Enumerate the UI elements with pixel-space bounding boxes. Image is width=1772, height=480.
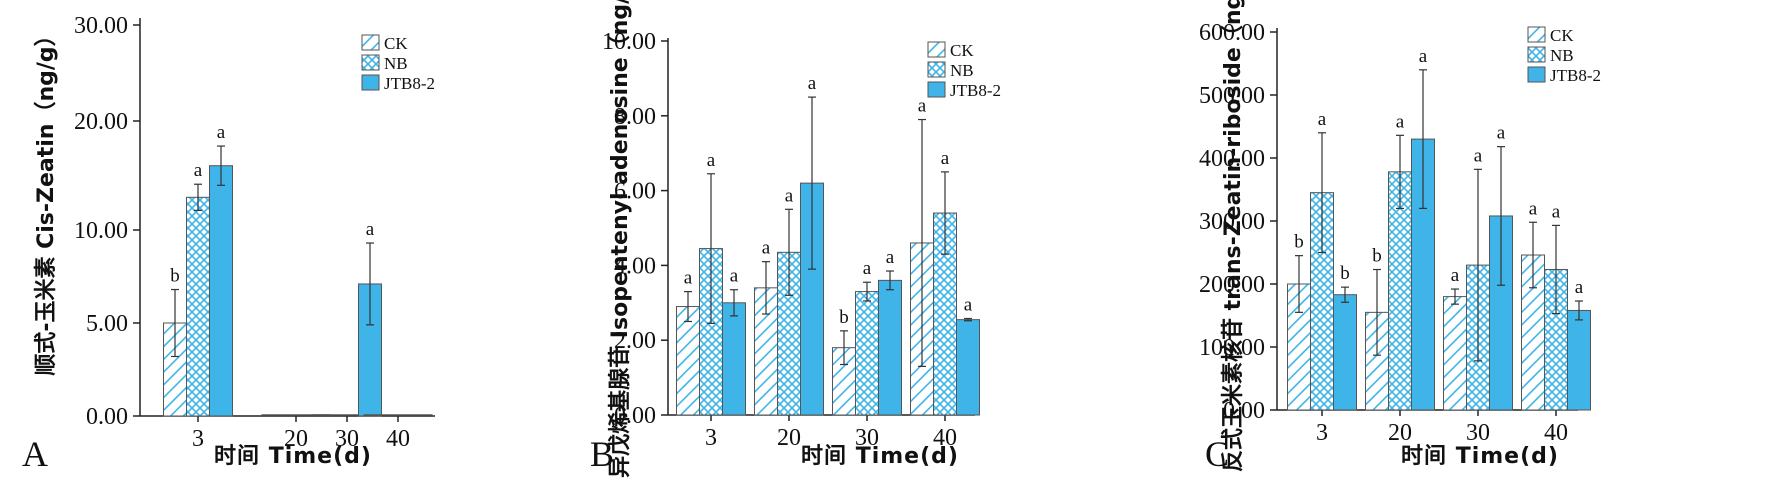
significance-label: a (1529, 198, 1538, 219)
legend-swatch-jtb8-2 (361, 74, 380, 91)
legend-label: NB (950, 61, 974, 80)
legend-swatch-nb (361, 54, 380, 71)
x-tick-label: 20 (777, 425, 801, 451)
panel-a-ylabel: 顺式-玉米素 Cis-Zeatin（ng/g） (33, 24, 59, 375)
significance-label: a (785, 185, 794, 206)
significance-label: b (170, 266, 180, 287)
panel-c-ylabel: 反式玉米素核苷 trans-Zeatin-riboside（ng/g） (1220, 0, 1246, 472)
legend-label: JTB8-2 (1550, 66, 1601, 85)
y-tick-label: 100.00 (1199, 335, 1265, 361)
significance-label: a (707, 150, 716, 171)
significance-label: a (1474, 145, 1483, 166)
y-tick-label: 8.00 (614, 104, 656, 130)
significance-label: a (808, 73, 817, 94)
legend-label: CK (384, 34, 408, 53)
x-tick-label: 30 (855, 425, 879, 451)
legend-swatch-ck (1527, 26, 1546, 43)
x-tick-label: 40 (386, 426, 410, 452)
x-tick-label: 3 (192, 426, 204, 452)
legend-label: JTB8-2 (384, 74, 435, 93)
significance-label: a (730, 266, 739, 287)
y-tick-label: 2.00 (614, 328, 656, 354)
significance-label: a (1451, 265, 1460, 286)
y-tick-label: 0.00 (614, 403, 656, 429)
panel-b-letter: B (590, 434, 614, 474)
y-tick-label: 600.00 (1199, 20, 1265, 46)
y-tick-label: 300.00 (1199, 209, 1265, 235)
bar-jtb8-2 (1567, 309, 1591, 411)
y-tick-label: 4.00 (614, 253, 656, 279)
panel-c: 反式玉米素核苷 trans-Zeatin-riboside（ng/g） 时间 T… (1199, 0, 1601, 474)
y-tick-label: 5.00 (86, 311, 128, 337)
legend-swatch-jtb8-2 (927, 81, 946, 98)
legend-swatch-jtb8-2 (1527, 66, 1546, 83)
panel-a: 顺式-玉米素 Cis-Zeatin（ng/g） 时间 Time(d) A 0.0… (22, 13, 435, 474)
significance-label: a (1396, 111, 1405, 132)
x-tick-label: 30 (335, 426, 359, 452)
significance-label: a (684, 268, 693, 289)
bar-ck (676, 306, 700, 416)
significance-label: a (194, 160, 203, 181)
significance-label: b (839, 307, 849, 328)
legend-swatch-ck (361, 34, 380, 51)
significance-label: a (964, 295, 973, 316)
y-tick-label: 500.00 (1199, 83, 1265, 109)
significance-label: a (366, 219, 375, 240)
significance-label: a (217, 122, 226, 143)
significance-label: b (1340, 263, 1350, 284)
bar-ck (1443, 296, 1467, 411)
x-tick-label: 3 (705, 425, 717, 451)
y-tick-label: 30.00 (74, 13, 128, 39)
panel-a-xlabel: 时间 Time(d) (214, 444, 372, 469)
legend-swatch-nb (927, 61, 946, 78)
legend-swatch-ck (927, 41, 946, 58)
x-tick-label: 40 (1544, 420, 1568, 446)
legend-label: CK (1550, 26, 1574, 45)
panel-b: 异戊烯基腺苷 Isopentenyl adenosine（ng/g） 时间 Ti… (590, 0, 1001, 478)
y-tick-label: 6.00 (614, 179, 656, 205)
significance-label: a (941, 148, 950, 169)
x-tick-label: 20 (1388, 420, 1412, 446)
y-tick-label: 400.00 (1199, 146, 1265, 172)
legend-label: CK (950, 41, 974, 60)
legend-label: JTB8-2 (950, 81, 1001, 100)
x-tick-label: 20 (284, 426, 308, 452)
significance-label: a (886, 247, 895, 268)
significance-label: a (1419, 46, 1428, 67)
panel-c-letter: C (1205, 434, 1229, 474)
bar-nb (186, 196, 210, 417)
y-tick-label: 200.00 (1199, 272, 1265, 298)
bar-jtb8-2 (878, 279, 902, 416)
panel-b-xlabel: 时间 Time(d) (801, 444, 959, 469)
x-tick-label: 3 (1316, 420, 1328, 446)
significance-label: a (762, 238, 771, 259)
x-tick-label: 30 (1466, 420, 1490, 446)
significance-label: b (1372, 246, 1382, 267)
significance-label: a (1575, 277, 1584, 298)
legend-label: NB (384, 54, 408, 73)
x-tick-label: 40 (933, 425, 957, 451)
significance-label: a (1318, 109, 1327, 130)
bar-jtb8-2 (722, 302, 746, 416)
significance-label: a (1497, 123, 1506, 144)
significance-label: a (918, 96, 927, 117)
bar-nb (855, 291, 879, 416)
bar-jtb8-2 (209, 165, 233, 417)
significance-label: b (1294, 232, 1304, 253)
y-tick-label: 20.00 (74, 109, 128, 135)
legend-swatch-nb (1527, 46, 1546, 63)
significance-label: a (1552, 201, 1561, 222)
y-tick-label: 0.00 (86, 404, 128, 430)
y-tick-label: 10.00 (74, 218, 128, 244)
panel-b-ylabel: 异戊烯基腺苷 Isopentenyl adenosine（ng/g） (607, 0, 633, 478)
panel-c-xlabel: 时间 Time(d) (1401, 444, 1559, 469)
significance-label: a (863, 258, 872, 279)
y-tick-label: 0.00 (1223, 398, 1265, 424)
legend-label: NB (1550, 46, 1574, 65)
panel-a-letter: A (22, 434, 48, 474)
y-tick-label: 10.00 (602, 29, 656, 55)
bar-jtb8-2 (1333, 294, 1357, 411)
bar-jtb8-2 (956, 319, 980, 416)
